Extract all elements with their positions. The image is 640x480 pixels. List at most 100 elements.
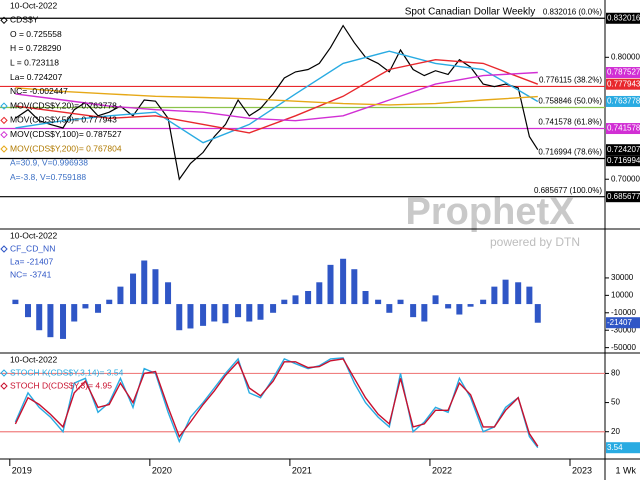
price-flag-label: -21407 — [607, 318, 632, 327]
retracement-label: 0.832016 (0.0%) — [543, 7, 602, 16]
bar — [165, 282, 172, 305]
price-flag-label: 0.741578 — [607, 124, 640, 133]
bar — [60, 304, 67, 339]
interval-label: 1 Wk — [615, 465, 636, 475]
price-flag — [606, 442, 640, 454]
legend-entry: MOV(CDS$Y,100)= 0.787527 — [10, 129, 122, 139]
bar — [432, 295, 439, 305]
series-line — [15, 87, 538, 106]
chart-title: Spot Canadian Dollar Weekly — [405, 7, 535, 18]
bar — [410, 304, 417, 318]
price-flag-label: 0.787527 — [607, 68, 640, 77]
y-tick-label: 20 — [611, 427, 620, 436]
price-flag — [606, 155, 640, 167]
legend-cursor-info: A=-3.8, V=0.759188 — [10, 172, 86, 182]
legend-marker — [0, 116, 8, 125]
bar — [270, 304, 277, 313]
price-flag — [606, 95, 640, 107]
bar — [12, 299, 19, 305]
bar — [200, 304, 207, 326]
price-flag-label: 3.54 — [607, 443, 623, 452]
bar — [327, 264, 334, 305]
bar — [71, 304, 78, 322]
bar — [375, 299, 382, 305]
series-line — [15, 71, 538, 122]
bar — [502, 279, 509, 305]
bar — [292, 295, 299, 305]
legend-info: L = 0.723118 — [10, 57, 59, 67]
legend-info: NC= -0.002447 — [10, 86, 68, 96]
y-tick-label: -30000 — [611, 325, 636, 334]
watermark-tagline: powered by DTN — [490, 235, 580, 249]
bar — [130, 273, 137, 305]
bar — [362, 291, 369, 305]
legend-entry: MOV(CDS$Y,20)= 0.763778 — [10, 100, 117, 110]
bar — [467, 304, 474, 307]
series-line — [14, 358, 539, 447]
legend-marker — [0, 102, 8, 110]
price-flag-label: 0.763778 — [607, 97, 640, 106]
price-flag — [606, 67, 640, 79]
y-tick-label: 10000 — [611, 290, 634, 299]
y-tick-label: -10000 — [611, 308, 636, 317]
price-flag — [606, 12, 640, 24]
x-tick-label: 2022 — [432, 465, 452, 475]
legend-entry: CF_CD_NN — [10, 243, 55, 253]
legend-entry: CDS$Y — [10, 15, 39, 25]
bar — [526, 286, 533, 305]
legend-info: La= -21407 — [10, 256, 54, 266]
bar — [281, 299, 288, 305]
bar — [25, 304, 32, 318]
bar — [340, 258, 347, 305]
bar — [211, 304, 218, 322]
legend-cursor-info: A=30.9, V=0.996938 — [10, 158, 88, 168]
price-flag — [606, 317, 640, 329]
bar — [36, 304, 43, 331]
bar — [305, 291, 312, 305]
legend-date: 10-Oct-2022 — [10, 230, 58, 240]
legend-marker — [0, 382, 8, 390]
bar — [534, 304, 541, 323]
legend-marker — [0, 16, 8, 25]
bar — [187, 304, 194, 329]
price-flag — [606, 191, 640, 203]
retracement-label: 0.741578 (61.8%) — [538, 118, 602, 127]
legend-marker — [0, 130, 8, 139]
x-tick-label: 2023 — [572, 465, 592, 475]
legend-entry: MOV(CDS$Y,200)= 0.767804 — [10, 143, 122, 153]
legend-entry: MOV(CDS$Y,50)= 0.777943 — [10, 115, 117, 125]
bar — [351, 269, 358, 305]
retracement-label: 0.716994 (78.6%) — [538, 148, 602, 157]
price-flag — [606, 144, 640, 156]
legend-info: O = 0.725558 — [10, 29, 62, 39]
price-flag — [606, 78, 640, 90]
bar — [117, 286, 124, 305]
price-flag-label: 0.716994 — [607, 156, 640, 165]
y-tick-label: -50000 — [611, 343, 636, 352]
bar — [386, 304, 393, 313]
legend-info: H = 0.728290 — [10, 43, 62, 53]
legend-date: 10-Oct-2022 — [10, 354, 58, 364]
bar — [82, 304, 89, 309]
watermark: ProphetX powered by DTN — [406, 191, 580, 249]
legend-marker — [0, 245, 8, 253]
bar — [222, 304, 229, 324]
bar — [515, 282, 522, 305]
bar — [106, 299, 113, 305]
series-line — [15, 24, 539, 181]
bar — [480, 299, 487, 305]
bar — [141, 260, 148, 305]
legend-entry: STOCH D(CDS$Y,3)= 4.95 — [10, 380, 112, 390]
bar — [397, 299, 404, 305]
y-tick-label: 80 — [611, 369, 620, 378]
y-tick-label: 50 — [611, 398, 620, 407]
legend-marker — [0, 145, 8, 153]
price-flag-label: 0.832016 — [607, 13, 640, 22]
bar — [257, 304, 264, 320]
bar — [47, 304, 54, 338]
